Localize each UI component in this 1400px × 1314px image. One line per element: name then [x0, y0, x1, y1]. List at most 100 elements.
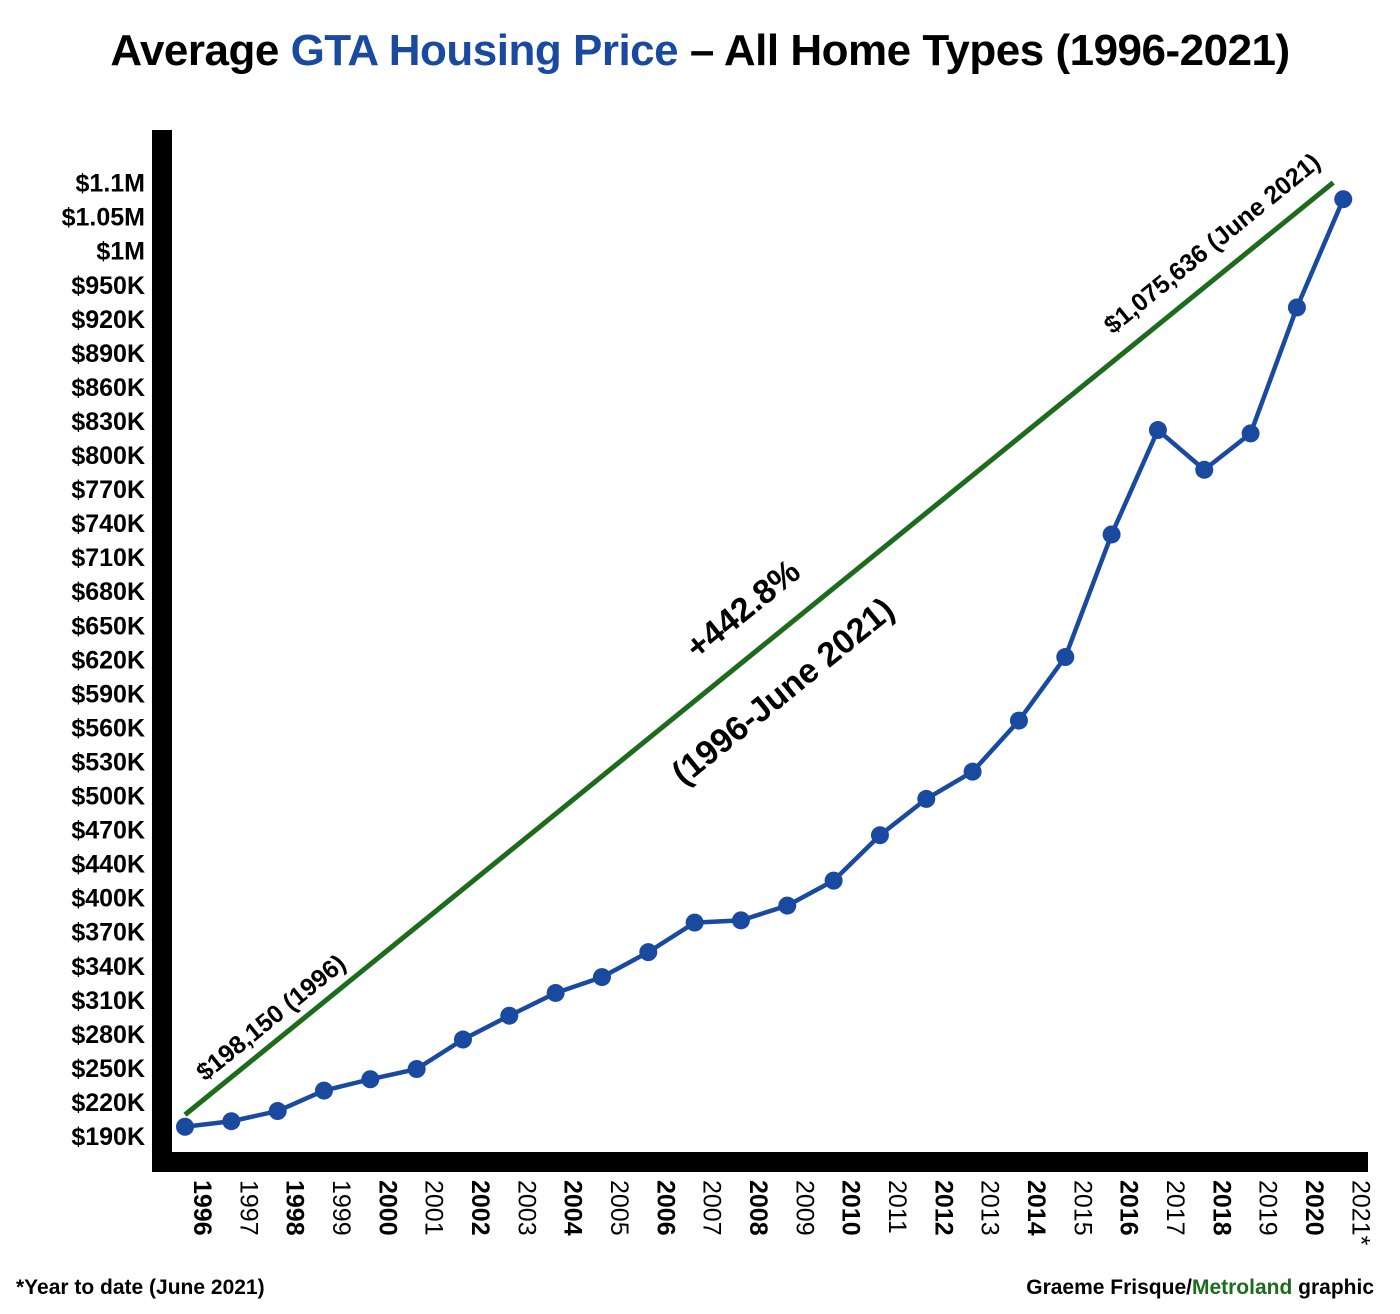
- y-tick-label: $220K: [71, 1089, 145, 1117]
- chart-axes: [152, 130, 1368, 1172]
- y-tick-label: $500K: [71, 783, 145, 811]
- x-tick-label: 1998: [281, 1180, 309, 1236]
- y-tick-label: $830K: [71, 408, 145, 436]
- x-tick-label: 2003: [512, 1180, 540, 1236]
- y-tick-label: $800K: [71, 442, 145, 470]
- data-point: [1102, 525, 1121, 544]
- x-tick-label: 2002: [466, 1180, 494, 1236]
- data-point: [731, 911, 750, 930]
- x-tick-label: 2016: [1115, 1180, 1143, 1236]
- y-tick-label: $770K: [71, 476, 145, 504]
- data-point: [1009, 711, 1028, 730]
- x-tick-label: 2010: [837, 1180, 865, 1236]
- credit-line: Graeme Frisque/Metroland graphic: [1026, 1276, 1374, 1300]
- y-tick-label: $340K: [71, 953, 145, 981]
- data-point: [685, 913, 704, 932]
- trend-line-group: [183, 180, 1335, 1117]
- x-tick-label: 1996: [188, 1180, 216, 1236]
- credit-brand: Metroland: [1191, 1276, 1293, 1299]
- y-axis-tick-labels: $190K $220K $250K $280K $310K $340K $370K $400K…: [62, 170, 145, 1151]
- data-point: [1195, 460, 1214, 479]
- x-tick-label: 2012: [929, 1180, 957, 1236]
- y-tick-label: $890K: [71, 340, 145, 368]
- data-point: [176, 1117, 194, 1136]
- x-tick-label: 2005: [605, 1180, 633, 1236]
- x-tick-label: 2001: [420, 1180, 448, 1236]
- data-point: [361, 1070, 380, 1089]
- y-tick-label: $740K: [71, 510, 145, 538]
- data-point: [1148, 421, 1167, 440]
- y-tick-label: $650K: [71, 612, 145, 640]
- y-tick-label: $470K: [71, 817, 145, 845]
- credit-author: Graeme Frisque/: [1026, 1276, 1192, 1299]
- data-point: [1287, 298, 1306, 317]
- x-tick-label: 2007: [698, 1180, 726, 1236]
- x-tick-label: 1997: [234, 1180, 262, 1236]
- data-point: [1056, 648, 1075, 667]
- y-tick-label: $250K: [71, 1055, 145, 1083]
- y-tick-label: $530K: [71, 748, 145, 776]
- y-tick-label: $1.1M: [76, 170, 145, 198]
- footnote: *Year to date (June 2021): [16, 1276, 265, 1299]
- x-tick-label: 2008: [744, 1180, 772, 1236]
- x-tick-label: 2015: [1068, 1180, 1096, 1236]
- data-point: [778, 896, 797, 915]
- x-tick-label: 2017: [1161, 1180, 1189, 1236]
- x-axis-line: [152, 1152, 1368, 1172]
- y-tick-label: $920K: [71, 306, 145, 334]
- data-point: [1241, 424, 1260, 443]
- x-tick-label: 2009: [790, 1180, 818, 1236]
- series-line: [184, 198, 1346, 1129]
- credit-suffix: graphic: [1292, 1276, 1374, 1299]
- y-tick-label: $590K: [71, 680, 145, 708]
- y-tick-label: $370K: [71, 919, 145, 947]
- data-point: [917, 789, 936, 808]
- y-tick-label: $440K: [71, 851, 145, 879]
- data-point: [639, 943, 658, 962]
- x-tick-label: 1999: [327, 1180, 355, 1236]
- data-point: [592, 968, 611, 987]
- x-tick-label: 2013: [976, 1180, 1004, 1236]
- x-tick-label: 2011: [883, 1180, 911, 1234]
- x-tick-label: 2020: [1300, 1180, 1328, 1236]
- data-point: [1334, 190, 1353, 209]
- x-tick-label: 2006: [651, 1180, 679, 1236]
- x-tick-label: 2018: [1207, 1180, 1235, 1236]
- data-point: [407, 1060, 426, 1079]
- y-axis-line: [152, 130, 172, 1172]
- chart-title: Average GTA Housing Price – All Home Typ…: [0, 26, 1400, 76]
- start-value-annotation: $198,150 (1996): [191, 949, 351, 1086]
- x-axis-tick-labels: 1996 1997 1998 1999 2000 2001 2002 2003 2004 2005…: [188, 1180, 1374, 1246]
- y-tick-label: $1M: [96, 238, 145, 266]
- data-point: [963, 762, 982, 781]
- y-tick-label: $710K: [71, 544, 145, 572]
- data-point: [453, 1030, 472, 1049]
- y-tick-label: $560K: [71, 714, 145, 742]
- y-tick-label: $680K: [71, 578, 145, 606]
- x-tick-label: 2014: [1022, 1180, 1050, 1236]
- data-point: [314, 1081, 333, 1100]
- data-point: [500, 1006, 519, 1025]
- y-tick-label: $860K: [71, 374, 145, 402]
- percent-change-annotation: +442.8%: [679, 552, 808, 667]
- chart-annotations: $198,150 (1996) $1,075,636 (June 2021) +…: [191, 148, 1326, 1087]
- x-tick-label: 2021*: [1346, 1180, 1374, 1246]
- trend-line: [183, 180, 1335, 1117]
- title-highlight: GTA Housing Price: [290, 26, 679, 75]
- y-tick-label: $620K: [71, 646, 145, 674]
- data-point: [268, 1102, 287, 1121]
- y-tick-label: $950K: [71, 272, 145, 300]
- x-tick-label: 2019: [1254, 1180, 1282, 1236]
- data-point: [546, 983, 565, 1002]
- y-tick-label: $400K: [71, 885, 145, 913]
- y-tick-label: $280K: [71, 1021, 145, 1049]
- y-tick-label: $310K: [71, 987, 145, 1015]
- title-part2: – All Home Types (1996-2021): [678, 26, 1290, 75]
- y-tick-label: $1.05M: [62, 204, 145, 232]
- y-tick-label: $190K: [71, 1123, 145, 1151]
- title-part1: Average: [110, 26, 291, 75]
- x-tick-label: 2004: [559, 1180, 587, 1236]
- price-series: [176, 190, 1353, 1136]
- data-point: [870, 826, 889, 845]
